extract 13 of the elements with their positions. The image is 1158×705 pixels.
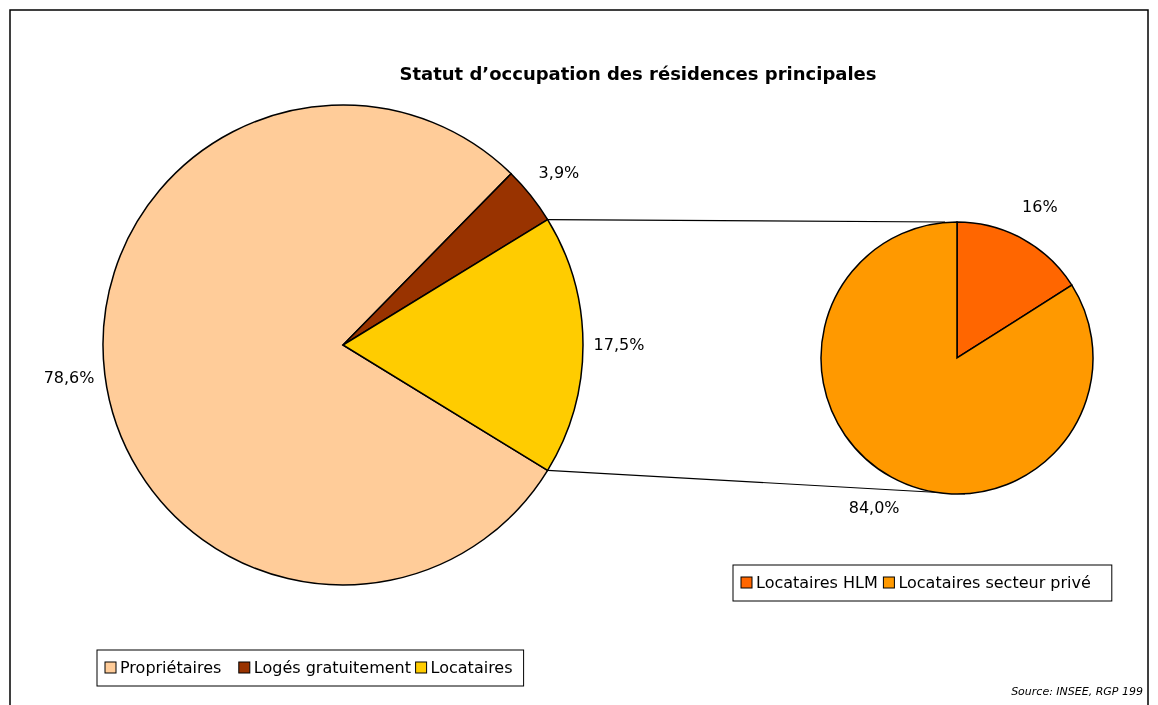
- chart-title: Statut d’occupation des résidences principales: [399, 63, 877, 84]
- legend-label: Locataires secteur privé: [898, 573, 1091, 592]
- legend-label: Propriétaires: [120, 658, 222, 677]
- legend-label: Logés gratuitement: [253, 658, 411, 677]
- data-label: 16%: [1022, 196, 1058, 216]
- data-label: 17,5%: [593, 334, 645, 354]
- pie-slice: [820, 221, 1094, 495]
- data-label: 3,9%: [538, 162, 580, 182]
- data-label: 84,0%: [848, 498, 900, 518]
- source-note: Source: INSEE, RGP 199: [1011, 685, 1143, 698]
- data-label: 78,6%: [43, 368, 95, 388]
- legend-label: Locataires: [430, 658, 513, 677]
- legend-label: Locataires HLM: [756, 573, 878, 592]
